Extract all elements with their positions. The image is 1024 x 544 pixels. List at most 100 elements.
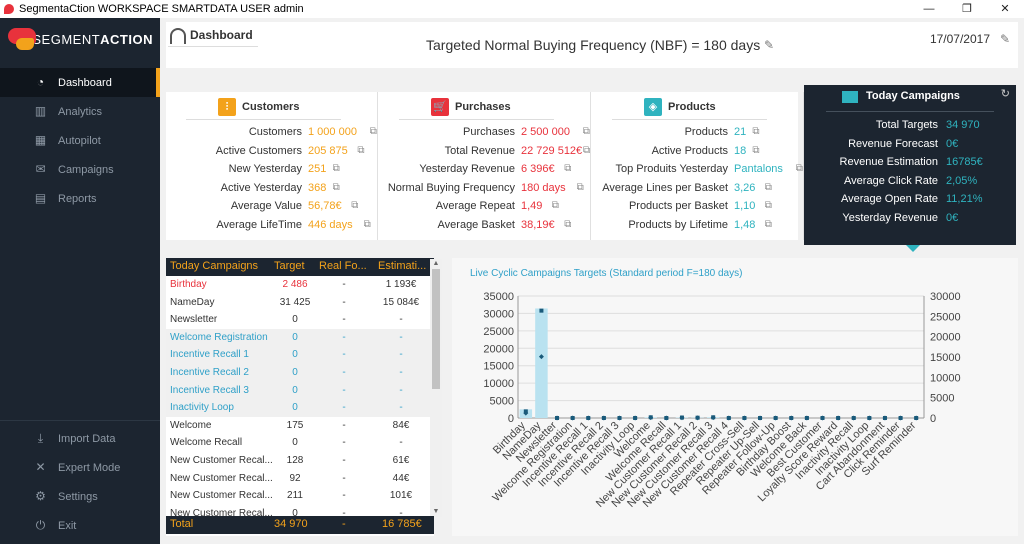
sidebar-item-label: Import Data (58, 432, 116, 445)
external-link-icon[interactable]: ⧉ (351, 200, 359, 212)
cell-target: 0 (292, 331, 298, 343)
kpi-label: Top Produits Yesterday (615, 163, 728, 176)
sidebar-item-autopilot[interactable]: ▦ Autopilot (0, 126, 160, 155)
stat-value: 2,05% (946, 174, 978, 187)
kpi-row: Average Repeat 1,49 ⧉ (379, 198, 591, 216)
kpi-row: Total Revenue 22 729 512€ ⧉ (379, 143, 591, 161)
kpi-value: 18 (734, 144, 747, 157)
external-link-icon[interactable]: ⧉ (795, 163, 803, 175)
kpi-label: Customers (248, 126, 302, 138)
col-header-target[interactable]: Target (274, 260, 305, 272)
table-row[interactable]: New Customer Recal... 0 - - (166, 505, 434, 516)
total-label: Total (170, 518, 194, 530)
page-header: Dashboard Targeted Normal Buying Frequen… (166, 22, 1018, 68)
data-point (804, 415, 810, 421)
scroll-down-icon[interactable]: ▼ (432, 508, 440, 515)
kpi-value: 21 (734, 126, 747, 138)
y-left-tick-label: 5000 (490, 396, 514, 408)
data-point (585, 415, 591, 421)
restore-button[interactable]: ❐ (962, 3, 972, 15)
cell-estimation: - (399, 349, 403, 361)
close-button[interactable]: ✕ (1000, 3, 1010, 15)
col-header-estimation[interactable]: Estimati... (378, 260, 427, 272)
table-row[interactable]: Welcome 175 - 84€ (166, 417, 434, 435)
sidebar-bottom-item-import-data[interactable]: ⤓ Import Data (0, 424, 160, 453)
external-link-icon[interactable]: ⧉ (752, 144, 760, 156)
table-row[interactable]: Incentive Recall 2 0 - - (166, 364, 434, 382)
external-link-icon[interactable]: ⧉ (357, 144, 365, 156)
cell-real: - (342, 437, 346, 449)
power-icon: ⏻ (35, 518, 46, 532)
panel-divider (826, 111, 994, 112)
table-row[interactable]: Inactivity Loop 0 - - (166, 399, 434, 417)
external-link-icon[interactable]: ⧉ (332, 163, 340, 175)
external-link-icon[interactable]: ⧉ (576, 181, 584, 193)
stat-value: 0€ (946, 212, 959, 224)
cell-target: 175 (286, 419, 304, 431)
external-link-icon[interactable]: ⧉ (752, 126, 760, 137)
cell-estimation: - (399, 367, 403, 378)
data-point (538, 354, 544, 360)
cell-real: - (342, 472, 346, 484)
brand-mark-icon (8, 26, 37, 52)
sidebar-item-reports[interactable]: ▤ Reports (0, 184, 160, 213)
external-link-icon[interactable]: ⧉ (764, 181, 772, 193)
external-link-icon[interactable]: ⧉ (764, 200, 772, 212)
kpi-label: Active Yesterday (220, 181, 302, 194)
sidebar-item-campaigns[interactable]: ✉ Campaigns (0, 155, 160, 184)
sidebar-bottom-item-expert-mode[interactable]: ✕ Expert Mode (0, 453, 160, 482)
kpi-row: Products by Lifetime 1,48 ⧉ (592, 217, 804, 235)
cell-campaign: New Customer Recal... (170, 490, 272, 502)
kpi-card-purchases: 🛒 Purchases Purchases 2 500 000 ⧉ Total Reven… (379, 92, 591, 240)
total-real: - (342, 518, 346, 530)
stat-label: Yesterday Revenue (842, 212, 938, 224)
external-link-icon[interactable]: ⧉ (363, 219, 371, 230)
external-link-icon[interactable]: ⧉ (551, 200, 559, 212)
external-link-icon[interactable]: ⧉ (332, 181, 340, 193)
gauge-icon (170, 28, 186, 44)
table-row[interactable]: Birthday 2 486 - 1 193€ (166, 276, 434, 294)
table-row[interactable]: New Customer Recal... 211 - 101€ (166, 487, 434, 505)
table-row[interactable]: Welcome Registration 0 - - (166, 328, 434, 347)
y-right-tick-label: 0 (930, 413, 936, 425)
table-row[interactable]: New Customer Recal... 92 - 44€ (166, 470, 434, 488)
sidebar-item-dashboard[interactable]: ◔ Dashboard (0, 68, 160, 97)
external-link-icon[interactable]: ⧉ (564, 219, 572, 230)
external-link-icon[interactable]: ⧉ (764, 219, 772, 230)
external-link-icon[interactable]: ⧉ (564, 163, 572, 175)
data-point (866, 415, 872, 421)
scroll-thumb[interactable] (432, 269, 440, 389)
sidebar-item-analytics[interactable]: ▥ Analytics (0, 97, 160, 126)
current-date: 17/07/2017 (929, 32, 990, 46)
today-campaigns-panel: Today Campaigns ↻ Total Targets 34 970 Rev… (804, 85, 1016, 245)
external-link-icon[interactable]: ⧉ (369, 126, 377, 137)
cell-real: - (342, 349, 346, 361)
table-row[interactable]: Incentive Recall 3 0 - - (166, 381, 434, 400)
table-row[interactable]: Incentive Recall 1 0 - - (166, 346, 434, 364)
sidebar-item-label: Analytics (58, 105, 103, 118)
table-row[interactable]: NameDay 31 425 - 15 084€ (166, 294, 434, 312)
table-row[interactable]: New Customer Recal... 128 - 61€ (166, 452, 434, 470)
sidebar-nav-bottom: ⤓ Import Data ✕ Expert Mode ⚙ Settings ⏻ Exit (0, 424, 160, 540)
scroll-up-icon[interactable]: ▲ (432, 260, 440, 267)
external-link-icon[interactable]: ⧉ (582, 126, 590, 137)
cell-target: 0 (292, 507, 298, 516)
cell-real: - (342, 279, 346, 290)
edit-nbf-icon[interactable]: ✎ (764, 38, 775, 52)
edit-date-icon[interactable]: ✎ (999, 32, 1010, 46)
cell-campaign: Incentive Recall 2 (170, 367, 249, 378)
table-scrollbar[interactable]: ▲ ▼ (430, 259, 442, 517)
col-header-campaign[interactable]: Today Campaigns (170, 260, 259, 272)
minimize-button[interactable]: — (923, 3, 935, 15)
sidebar-bottom-item-exit[interactable]: ⏻ Exit (0, 511, 160, 540)
col-header-real-forecast[interactable]: Real Fo... (319, 260, 367, 272)
sidebar-bottom-item-settings[interactable]: ⚙ Settings (0, 482, 160, 511)
external-link-icon[interactable]: ⧉ (583, 144, 591, 156)
card-title: Products (668, 101, 716, 113)
stat-label: Total Targets (875, 119, 938, 131)
cell-campaign: New Customer Recal... (170, 472, 272, 484)
data-point (679, 415, 685, 421)
table-row[interactable]: Welcome Recall 0 - - (166, 434, 434, 452)
refresh-icon[interactable]: ↻ (1000, 88, 1010, 100)
table-row[interactable]: Newsletter 0 - - (166, 311, 434, 329)
